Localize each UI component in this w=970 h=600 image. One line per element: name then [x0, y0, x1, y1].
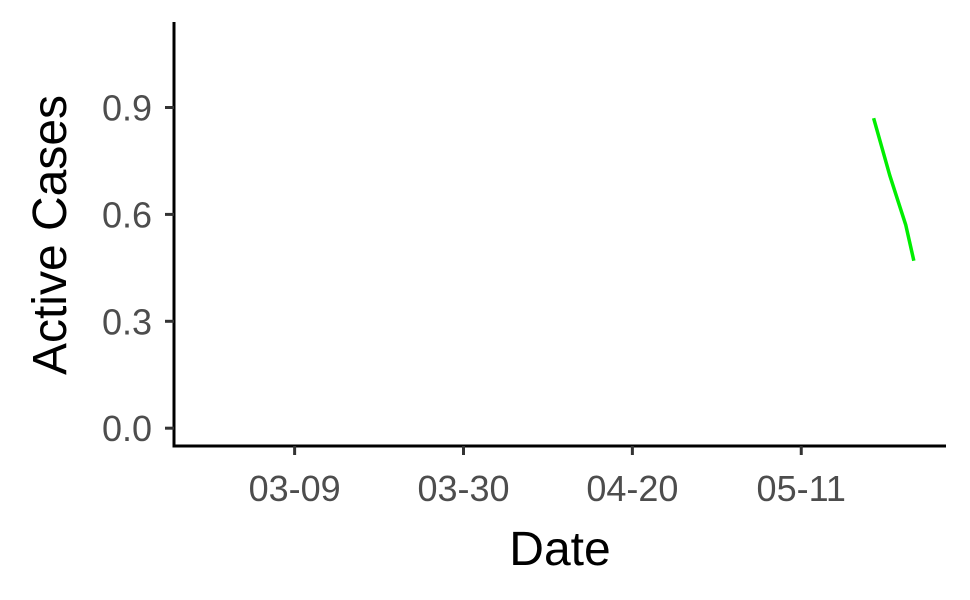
- x-tick-label: 04-20: [586, 468, 678, 509]
- x-tick-label: 05-11: [757, 468, 846, 509]
- y-tick-label: 0.3: [102, 301, 152, 342]
- y-axis-title: Active Cases: [24, 95, 77, 375]
- plot-area: [871, 117, 916, 262]
- x-ticks: 03-09 03-30 04-20 05-11: [249, 446, 846, 509]
- y-tick-label: 0.0: [102, 408, 152, 449]
- y-tick-label: 0.6: [102, 194, 152, 235]
- x-tick-label: 03-30: [417, 468, 509, 509]
- axes: [172, 22, 946, 448]
- x-axis-title: Date: [509, 523, 610, 576]
- y-ticks: 0.0 0.3 0.6 0.9: [102, 88, 174, 449]
- x-tick-label: 03-09: [249, 468, 341, 509]
- series-line: [871, 117, 916, 262]
- y-tick-label: 0.9: [102, 88, 152, 129]
